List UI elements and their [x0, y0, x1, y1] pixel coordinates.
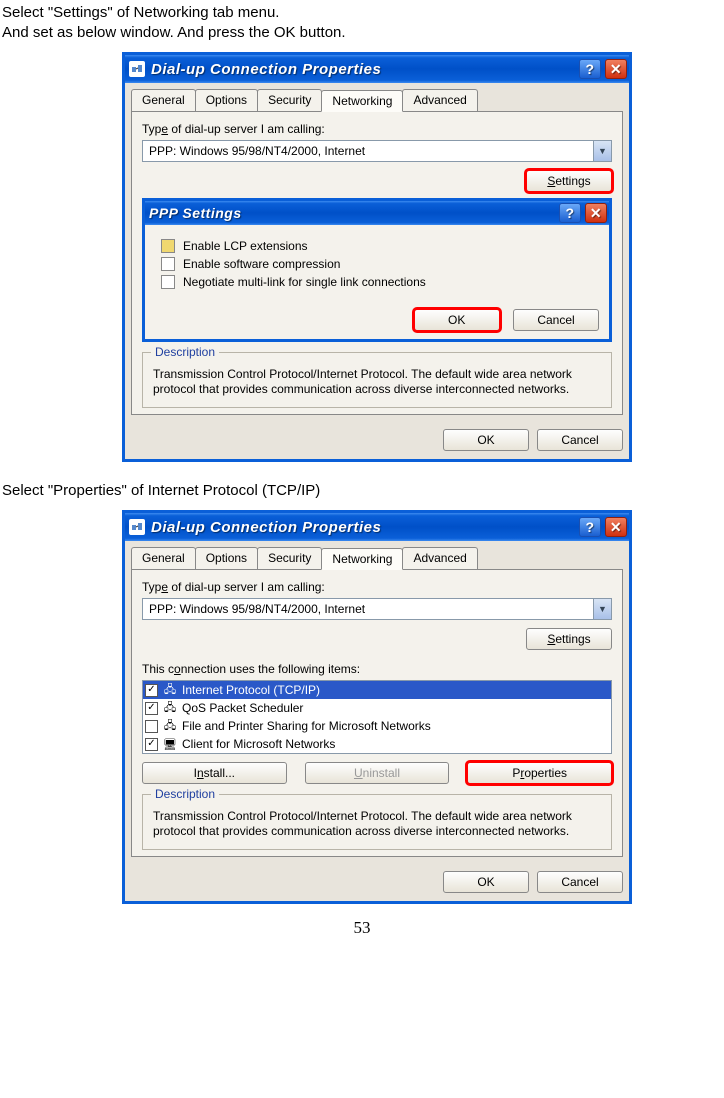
ppp-settings-dialog: PPP Settings ? ✕ Enable LCP extensions E…: [142, 198, 612, 342]
checkbox-icon[interactable]: [161, 239, 175, 253]
dropdown-arrow-icon[interactable]: ▼: [593, 599, 611, 619]
help-button[interactable]: ?: [579, 59, 601, 79]
checkbox-icon[interactable]: [161, 257, 175, 271]
ppp-titlebar: PPP Settings ? ✕: [145, 201, 609, 225]
app-icon: [129, 61, 145, 77]
install-button[interactable]: Install...: [142, 762, 287, 784]
conn-uses-label: This connection uses the following items…: [142, 662, 612, 676]
server-type-dropdown-2[interactable]: PPP: Windows 95/98/NT4/2000, Internet ▼: [142, 598, 612, 620]
app-icon: [129, 519, 145, 535]
chk-software-compression[interactable]: Enable software compression: [161, 257, 593, 271]
titlebar-1: Dial-up Connection Properties ? ✕: [125, 55, 629, 83]
checkbox-icon[interactable]: [161, 275, 175, 289]
settings-button-1[interactable]: Settings: [526, 170, 612, 192]
network-icon: 🖧: [162, 683, 178, 697]
checkbox-icon[interactable]: ✓: [145, 684, 158, 697]
instruction-step2: Select "Properties" of Internet Protocol…: [2, 482, 722, 500]
list-item-client-ms[interactable]: ✓ 🖥 Client for Microsoft Networks: [143, 735, 611, 753]
tab-general[interactable]: General: [131, 89, 196, 111]
chk-lcp[interactable]: Enable LCP extensions: [161, 239, 593, 253]
close-button[interactable]: ✕: [605, 517, 627, 537]
type-label-2: Type of dial-up server I am calling:: [142, 580, 612, 594]
tab-advanced[interactable]: Advanced: [402, 547, 477, 569]
tabpanel-1: Type of dial-up server I am calling: PPP…: [131, 111, 623, 415]
list-item-fileprint[interactable]: 🖧 File and Printer Sharing for Microsoft…: [143, 717, 611, 735]
description-legend-2: Description: [151, 787, 219, 801]
checkbox-icon[interactable]: ✓: [145, 738, 158, 751]
description-box-1: Description Transmission Control Protoco…: [142, 352, 612, 408]
cancel-button-1[interactable]: Cancel: [537, 429, 623, 451]
description-text-1: Transmission Control Protocol/Internet P…: [153, 367, 601, 397]
network-icon: 🖧: [162, 719, 178, 733]
page-number: 53: [2, 918, 722, 938]
list-item-qos[interactable]: ✓ 🖧 QoS Packet Scheduler: [143, 699, 611, 717]
description-legend-1: Description: [151, 345, 219, 359]
instruction-step1-line1: Select "Settings" of Networking tab menu…: [2, 4, 722, 22]
tab-networking[interactable]: Networking: [321, 90, 403, 112]
network-icon: 🖧: [162, 701, 178, 715]
ppp-cancel-button[interactable]: Cancel: [513, 309, 599, 331]
tab-options[interactable]: Options: [195, 89, 258, 111]
instruction-step1-line2: And set as below window. And press the O…: [2, 24, 722, 42]
checkbox-icon[interactable]: [145, 720, 158, 733]
tab-advanced[interactable]: Advanced: [402, 89, 477, 111]
dropdown-value-2: PPP: Windows 95/98/NT4/2000, Internet: [143, 602, 593, 616]
help-button[interactable]: ?: [579, 517, 601, 537]
uninstall-button: Uninstall: [305, 762, 450, 784]
type-label-1: Type of dial-up server I am calling:: [142, 122, 612, 136]
ppp-title: PPP Settings: [149, 205, 242, 221]
close-button[interactable]: ✕: [605, 59, 627, 79]
ppp-close-button[interactable]: ✕: [585, 203, 607, 223]
tab-general[interactable]: General: [131, 547, 196, 569]
server-type-dropdown-1[interactable]: PPP: Windows 95/98/NT4/2000, Internet ▼: [142, 140, 612, 162]
tabs-1: General Options Security Networking Adva…: [125, 83, 629, 111]
ppp-help-button[interactable]: ?: [559, 203, 581, 223]
tab-security[interactable]: Security: [257, 547, 322, 569]
dialog-dialup-properties-1: Dial-up Connection Properties ? ✕ Genera…: [122, 52, 632, 462]
description-text-2: Transmission Control Protocol/Internet P…: [153, 809, 601, 839]
chk-multilink[interactable]: Negotiate multi-link for single link con…: [161, 275, 593, 289]
dialog-dialup-properties-2: Dial-up Connection Properties ? ✕ Genera…: [122, 510, 632, 904]
tabs-2: General Options Security Networking Adva…: [125, 541, 629, 569]
settings-button-2[interactable]: Settings: [526, 628, 612, 650]
titlebar-2: Dial-up Connection Properties ? ✕: [125, 513, 629, 541]
list-item-tcpip[interactable]: ✓ 🖧 Internet Protocol (TCP/IP): [143, 681, 611, 699]
description-box-2: Description Transmission Control Protoco…: [142, 794, 612, 850]
ok-button-1[interactable]: OK: [443, 429, 529, 451]
window-title-2: Dial-up Connection Properties: [151, 519, 381, 536]
tab-options[interactable]: Options: [195, 547, 258, 569]
window-title-1: Dial-up Connection Properties: [151, 61, 381, 78]
tab-networking[interactable]: Networking: [321, 548, 403, 570]
dropdown-arrow-icon[interactable]: ▼: [593, 141, 611, 161]
tabpanel-2: Type of dial-up server I am calling: PPP…: [131, 569, 623, 857]
tab-security[interactable]: Security: [257, 89, 322, 111]
ok-button-2[interactable]: OK: [443, 871, 529, 893]
ppp-ok-button[interactable]: OK: [414, 309, 500, 331]
dropdown-value-1: PPP: Windows 95/98/NT4/2000, Internet: [143, 144, 593, 158]
checkbox-icon[interactable]: ✓: [145, 702, 158, 715]
components-list[interactable]: ✓ 🖧 Internet Protocol (TCP/IP) ✓ 🖧 QoS P…: [142, 680, 612, 754]
cancel-button-2[interactable]: Cancel: [537, 871, 623, 893]
computer-icon: 🖥: [162, 737, 178, 751]
properties-button[interactable]: Properties: [467, 762, 612, 784]
